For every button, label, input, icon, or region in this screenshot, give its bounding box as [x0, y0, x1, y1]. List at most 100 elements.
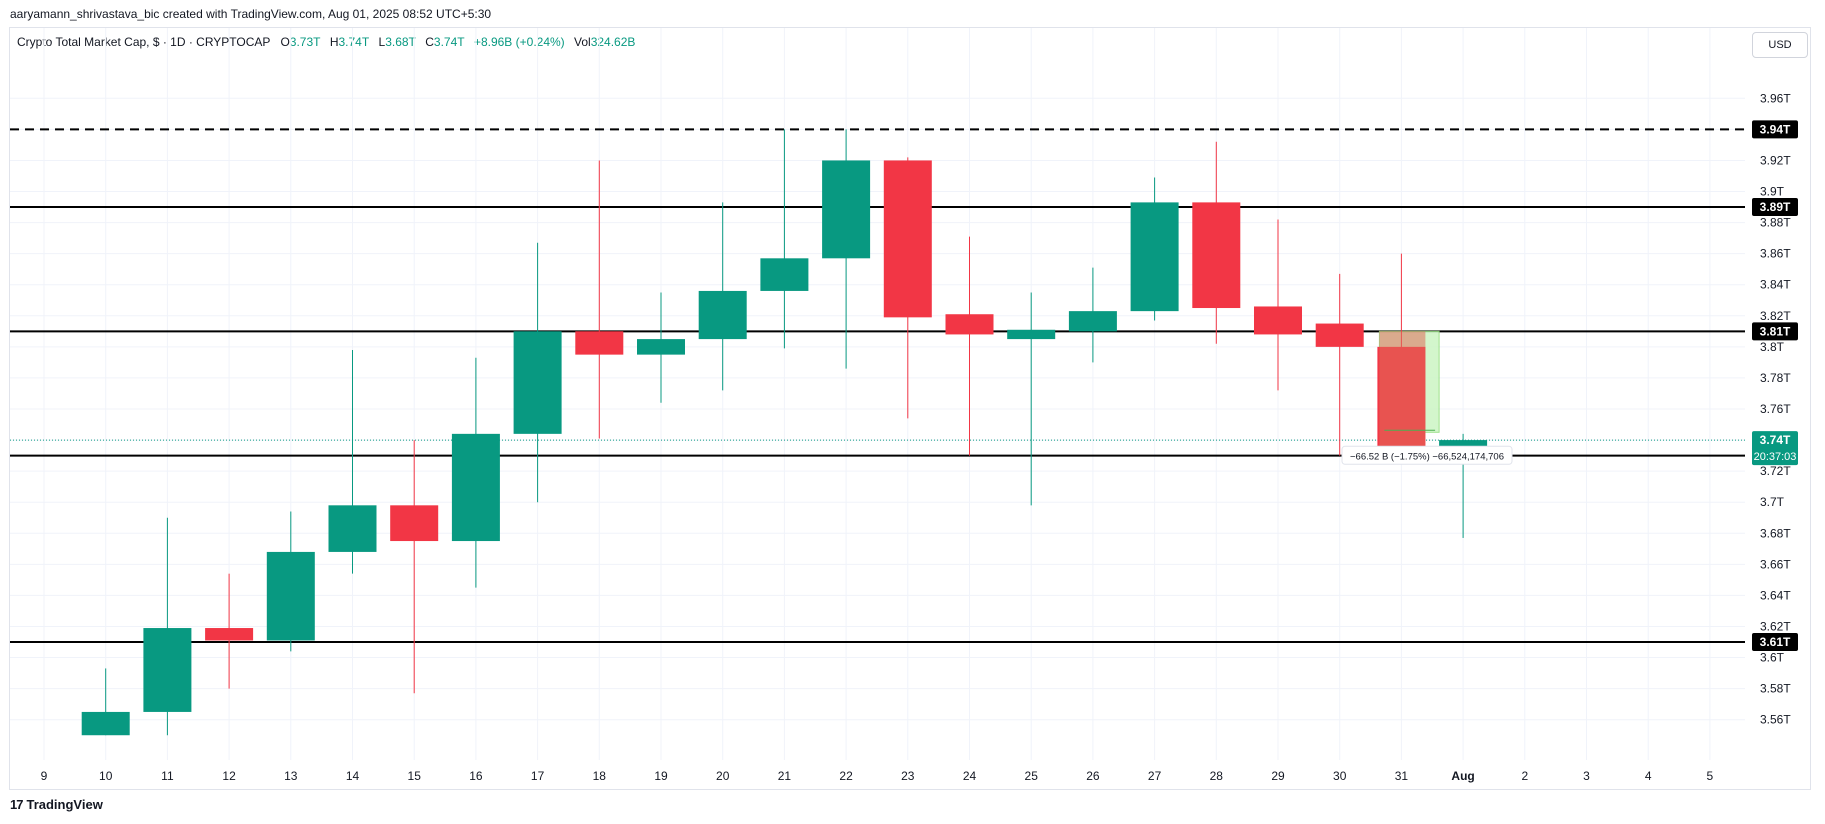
candle-body[interactable] — [1315, 323, 1364, 347]
candle-body[interactable] — [390, 505, 439, 542]
candle-body[interactable] — [1192, 202, 1241, 309]
x-tick-label: 11 — [161, 769, 174, 783]
candle-body[interactable] — [575, 331, 624, 355]
y-tick-label: 3.84T — [1760, 278, 1791, 292]
y-tick-label: 3.7T — [1760, 495, 1785, 509]
symbol-legend: Crypto Total Market Cap, $ · 1D · CRYPTO… — [17, 35, 641, 49]
x-tick-label: 10 — [99, 769, 113, 783]
candle-body[interactable] — [637, 339, 685, 355]
candle-body[interactable] — [1254, 306, 1302, 335]
high-label: H — [329, 35, 339, 49]
price-axis-label: 3.81T — [1760, 324, 1791, 338]
candle-body[interactable] — [143, 628, 192, 712]
tradingview-logo[interactable]: 17 TradingView — [10, 797, 103, 812]
candle-body[interactable] — [451, 433, 500, 542]
price-axis-label-box — [1752, 120, 1798, 139]
price-axis-label-box — [1752, 633, 1798, 652]
candle-body[interactable] — [822, 160, 871, 259]
measure-label-box — [1341, 445, 1513, 465]
x-tick-label: 2 — [1521, 769, 1528, 783]
candle-body[interactable] — [883, 160, 932, 318]
x-tick-label: 18 — [593, 769, 607, 783]
price-axis-label: 3.94T — [1760, 122, 1791, 136]
x-tick-label: 24 — [963, 769, 977, 783]
y-tick-label: 3.76T — [1760, 402, 1791, 416]
x-tick-label: 27 — [1148, 769, 1162, 783]
tradingview-brand: TradingView — [26, 797, 103, 812]
x-tick-label: 5 — [1707, 769, 1714, 783]
high-value: 3.74T — [338, 35, 370, 49]
y-tick-label: 3.8T — [1760, 340, 1785, 354]
x-tick-label: 21 — [778, 769, 792, 783]
x-tick-label: 17 — [531, 769, 545, 783]
close-value: 3.74T — [433, 35, 465, 49]
low-label: L — [378, 35, 386, 49]
y-tick-label: 3.58T — [1760, 682, 1791, 696]
tradingview-logo-icon: 17 — [10, 797, 24, 812]
y-tick-label: 3.78T — [1760, 371, 1791, 385]
candle-body[interactable] — [1068, 311, 1117, 332]
candle-body[interactable] — [1439, 440, 1488, 448]
x-tick-label: 3 — [1583, 769, 1590, 783]
x-tick-label: 23 — [901, 769, 915, 783]
x-tick-label: 25 — [1025, 769, 1039, 783]
x-tick-label: 28 — [1210, 769, 1224, 783]
x-tick-label: 4 — [1645, 769, 1652, 783]
y-tick-label: 3.86T — [1760, 247, 1791, 261]
currency-button[interactable]: USD — [1752, 32, 1808, 58]
x-tick-label: 31 — [1395, 769, 1409, 783]
x-tick-label: 19 — [654, 769, 668, 783]
measure-label: −66.52 B (−1.75%) −66,524,174,706 — [1350, 451, 1504, 462]
x-tick-label: 29 — [1271, 769, 1285, 783]
volume-label: Vol — [574, 35, 591, 49]
y-tick-label: 3.64T — [1760, 588, 1791, 602]
y-tick-label: 3.88T — [1760, 216, 1791, 230]
open-value: 3.73T — [289, 35, 321, 49]
bar-countdown-label: 20:37:03 — [1754, 451, 1797, 463]
x-tick-label: 30 — [1333, 769, 1347, 783]
x-tick-label: 22 — [839, 769, 853, 783]
x-tick-label: 14 — [346, 769, 360, 783]
symbol-title[interactable]: Crypto Total Market Cap, $ · 1D · CRYPTO… — [17, 35, 271, 49]
volume-value: 324.62B — [590, 35, 636, 49]
y-tick-label: 3.92T — [1760, 153, 1791, 167]
candle-body[interactable] — [760, 258, 809, 291]
price-axis-label: 3.89T — [1760, 200, 1791, 214]
candle-body[interactable] — [513, 331, 562, 434]
open-label: O — [280, 35, 290, 49]
x-tick-label: Aug — [1451, 769, 1474, 783]
chart-frame — [9, 27, 1811, 790]
y-tick-label: 3.82T — [1760, 309, 1791, 323]
y-tick-label: 3.6T — [1760, 651, 1785, 665]
price-axis-label-box — [1752, 198, 1798, 217]
low-value: 3.68T — [385, 35, 416, 49]
candle-body[interactable] — [81, 711, 130, 736]
candle-body[interactable] — [1007, 329, 1056, 340]
y-tick-label: 3.56T — [1760, 713, 1791, 727]
y-tick-label: 3.96T — [1760, 91, 1791, 105]
y-tick-label: 3.72T — [1760, 464, 1791, 478]
change-value: +8.96B (+0.24%) — [473, 35, 565, 49]
price-axis-label-box — [1752, 322, 1798, 341]
y-tick-label: 3.66T — [1760, 557, 1791, 571]
current-price-label: 3.74T — [1760, 433, 1791, 447]
candle-body[interactable] — [698, 290, 747, 340]
x-tick-label: 16 — [469, 769, 483, 783]
candle-body[interactable] — [266, 551, 315, 641]
y-tick-label: 3.68T — [1760, 526, 1791, 540]
candle-body[interactable] — [328, 505, 377, 552]
close-label: C — [425, 35, 434, 49]
measure-overlap — [1379, 331, 1426, 448]
x-tick-label: 13 — [284, 769, 298, 783]
candle-body[interactable] — [945, 314, 994, 335]
x-tick-label: 9 — [41, 769, 48, 783]
price-axis-label: 3.61T — [1760, 635, 1791, 649]
x-tick-label: 26 — [1086, 769, 1100, 783]
x-tick-label: 20 — [716, 769, 730, 783]
candle-body[interactable] — [1130, 202, 1179, 312]
y-tick-label: 3.62T — [1760, 619, 1791, 633]
x-tick-label: 12 — [222, 769, 236, 783]
y-tick-label: 3.9T — [1760, 185, 1785, 199]
candle-body[interactable] — [205, 628, 254, 641]
